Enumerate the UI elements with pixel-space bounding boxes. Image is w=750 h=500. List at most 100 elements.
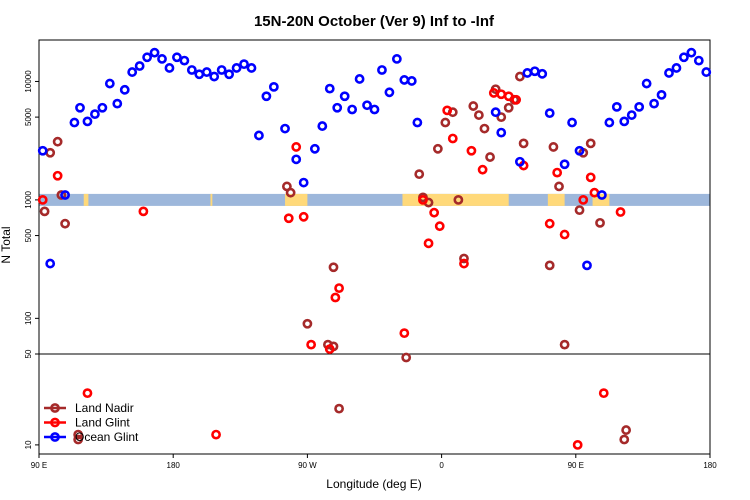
ocean-glint-point bbox=[112, 98, 123, 109]
land-band-segment bbox=[210, 193, 213, 206]
land-nadir-point bbox=[518, 138, 529, 149]
ocean-glint-point bbox=[384, 87, 395, 98]
ocean-glint-point bbox=[90, 109, 100, 120]
land-glint-point bbox=[459, 258, 469, 269]
y-tick-label: 10 bbox=[24, 440, 33, 449]
ocean-glint-point bbox=[216, 65, 227, 75]
land-nadir-point bbox=[334, 403, 344, 414]
legend-label: Ocean Glint bbox=[75, 430, 139, 444]
land-nadir-point bbox=[473, 110, 484, 120]
land-glint-point bbox=[434, 221, 445, 232]
land-glint-point bbox=[585, 172, 596, 183]
land-glint-point bbox=[52, 170, 63, 181]
land-nadir-point bbox=[56, 190, 67, 200]
land-nadir-point bbox=[514, 71, 525, 82]
ocean-glint-point bbox=[362, 100, 372, 111]
ocean-glint-point bbox=[317, 121, 328, 131]
land-nadir-point bbox=[503, 102, 514, 113]
land-nadir-point bbox=[479, 123, 490, 134]
ocean-glint-point bbox=[522, 68, 533, 78]
land-nadir-point bbox=[595, 217, 605, 228]
ocean-glint-point bbox=[69, 117, 80, 128]
land-band-segment bbox=[83, 193, 89, 206]
ocean-glint-point bbox=[97, 102, 108, 113]
ocean-glint-point bbox=[172, 52, 182, 63]
land-nadir-point bbox=[432, 143, 443, 154]
ocean-glint-point bbox=[377, 65, 387, 75]
land-glint-point bbox=[334, 283, 344, 294]
chart-title: 15N-20N October (Ver 9) Inf to -Inf bbox=[254, 13, 495, 30]
land-glint-point bbox=[503, 91, 514, 102]
ocean-glint-point bbox=[75, 102, 85, 113]
land-glint-point bbox=[324, 344, 335, 354]
land-nadir-point bbox=[459, 253, 469, 264]
ocean-glint-point bbox=[231, 63, 242, 73]
x-tick-label: 90 W bbox=[298, 461, 317, 470]
ocean-glint-point bbox=[201, 67, 212, 77]
land-nadir-point bbox=[468, 101, 479, 111]
ocean-glint-point bbox=[209, 71, 220, 82]
ocean-glint-point bbox=[619, 116, 630, 127]
land-nadir-point bbox=[302, 318, 313, 329]
land-band-segment bbox=[547, 193, 565, 206]
land-glint-point bbox=[544, 218, 555, 229]
land-glint-point bbox=[298, 211, 309, 222]
ocean-glint-point bbox=[537, 68, 548, 79]
plot-frame bbox=[38, 39, 711, 455]
land-glint-point bbox=[399, 328, 410, 339]
ocean-band bbox=[39, 193, 710, 206]
land-nadir-point bbox=[619, 434, 630, 445]
ocean-glint-point bbox=[142, 52, 153, 63]
land-nadir-point bbox=[52, 136, 63, 147]
land-glint-point bbox=[211, 429, 221, 440]
ocean-glint-point bbox=[104, 78, 115, 89]
ocean-glint-point bbox=[324, 83, 335, 94]
ocean-glint-point bbox=[119, 84, 130, 95]
ocean-glint-point bbox=[649, 98, 659, 109]
land-nadir-point bbox=[285, 187, 296, 198]
legend-marker bbox=[50, 403, 60, 413]
land-glint-point bbox=[447, 133, 458, 144]
ocean-glint-point bbox=[544, 108, 555, 119]
ocean-glint-point bbox=[406, 76, 417, 86]
land-glint-point bbox=[306, 339, 317, 350]
ocean-glint-point bbox=[567, 117, 577, 128]
x-tick-label: 180 bbox=[167, 461, 181, 470]
ocean-glint-point bbox=[679, 52, 689, 63]
ocean-glint-point bbox=[60, 190, 70, 200]
y-tick-label: 50 bbox=[24, 349, 33, 358]
ocean-glint-point bbox=[268, 81, 279, 92]
ocean-glint-point bbox=[582, 260, 592, 271]
ocean-glint-point bbox=[656, 90, 667, 100]
ocean-glint-point bbox=[529, 66, 540, 77]
land-nadir-point bbox=[548, 142, 559, 152]
ocean-glint-point bbox=[254, 130, 264, 141]
ocean-glint-point bbox=[412, 117, 423, 128]
x-tick-label: 0 bbox=[439, 461, 444, 470]
land-nadir-point bbox=[440, 117, 451, 128]
ocean-glint-point bbox=[261, 91, 272, 102]
ocean-glint-point bbox=[641, 78, 652, 89]
ocean-glint-point bbox=[37, 145, 48, 156]
ocean-glint-point bbox=[490, 107, 501, 118]
ocean-glint-point bbox=[686, 47, 697, 58]
land-nadir-point bbox=[39, 206, 50, 217]
land-glint-point bbox=[418, 195, 428, 205]
land-nadir-point bbox=[621, 425, 632, 435]
land-nadir-point bbox=[544, 260, 555, 271]
ocean-glint-point bbox=[664, 68, 674, 78]
y-tick-label: 100 bbox=[24, 311, 33, 325]
land-glint-point bbox=[330, 292, 341, 303]
ocean-glint-point bbox=[239, 59, 249, 70]
land-nadir-point bbox=[60, 218, 70, 229]
land-nadir-point bbox=[414, 169, 425, 180]
ocean-glint-point bbox=[224, 69, 235, 80]
ocean-glint-point bbox=[298, 177, 309, 188]
land-glint-point bbox=[511, 94, 522, 105]
ocean-glint-point bbox=[693, 55, 704, 66]
land-glint-point bbox=[578, 195, 589, 205]
ocean-glint-point bbox=[391, 54, 402, 64]
ocean-glint-point bbox=[194, 69, 205, 80]
legend-marker bbox=[50, 432, 60, 442]
